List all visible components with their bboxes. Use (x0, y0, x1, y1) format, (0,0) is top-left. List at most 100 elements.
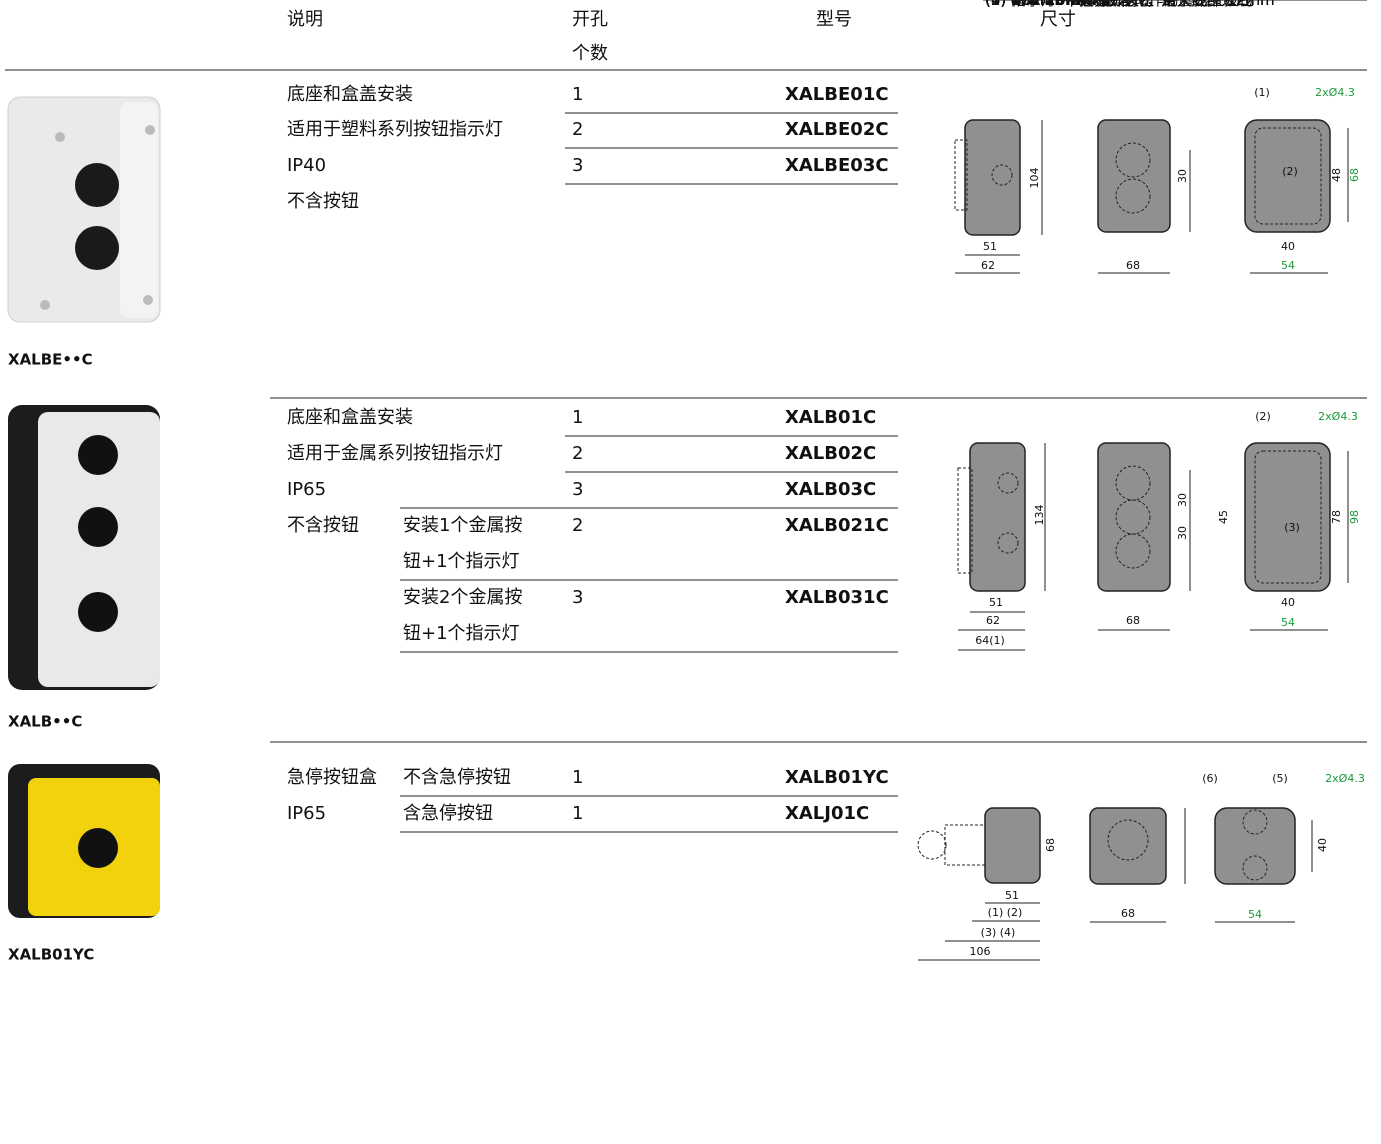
product-image (7, 96, 161, 323)
description: IP40 (287, 155, 326, 176)
note: (4) 102mm 带可触发动作的蘑菇头按钮 (985, 0, 1254, 9)
dimension-label: 68 (1348, 168, 1361, 182)
dimension-label: 51 (989, 596, 1003, 609)
note-text: 62mm 带按钮 (1011, 0, 1109, 9)
dimension-label: 62 (986, 614, 1000, 627)
model: XALB021C (785, 515, 889, 536)
dimension-label: 2xØ4.3 (1315, 86, 1355, 99)
holes: 3 (572, 155, 583, 176)
dimension-label: 54 (1281, 259, 1295, 272)
note-text: 敲落孔，用于底部进线 (1102, 0, 1252, 9)
dimension-label: 40 (1281, 240, 1295, 253)
dimension-label: (1) (1254, 86, 1270, 99)
description: 急停按钮盒 (287, 767, 377, 788)
description: 底座和盒盖安装 (287, 84, 413, 105)
dimension-label: 68 (1126, 614, 1140, 627)
holes: 1 (572, 803, 583, 824)
dimension-label: (6) (1202, 772, 1218, 785)
dimension-label: (5) (1272, 772, 1288, 785)
note: (2) 77mm 带选择开关 (985, 0, 1139, 9)
note: (1) 62mm 带按钮 (985, 0, 1109, 9)
note-text: 指示灯 (1011, 0, 1056, 9)
dimension-label: 51 (1005, 889, 1019, 902)
description: IP65 (287, 803, 326, 824)
note: (6) 2 Ø 19mm 敲落孔，用于底部进线 (985, 0, 1252, 9)
dimension-label: (1) (2) (988, 906, 1023, 919)
note-ref: (1) (985, 0, 1006, 9)
note-bold: 2 Ø 19mm (1011, 0, 1097, 9)
dimension-label: 54 (1248, 908, 1262, 921)
dimension-label: 78 (1330, 510, 1343, 524)
note-text: 敲落孔，最大线经 12mm (1102, 0, 1275, 9)
header-description: 说明 (287, 9, 323, 30)
model: XALB01C (785, 407, 876, 428)
note-ref: (1) (985, 0, 1006, 9)
note-text: 敲落孔，用于底部进线 (1102, 0, 1252, 9)
holes: 3 (572, 479, 583, 500)
model: XALB02C (785, 443, 876, 464)
description: 不含按钮 (287, 191, 359, 212)
description: 适用于塑料系列按钮指示灯 (287, 119, 503, 140)
note-ref: (1) (985, 0, 1006, 9)
note-ref: (5) (985, 0, 1006, 9)
note-text: 82mm 带蘑菇头按钮 (1011, 0, 1154, 9)
description: 不含按钮 (287, 515, 359, 536)
dimension-label: (2) (1282, 165, 1298, 178)
note-ref: (3) (985, 0, 1006, 9)
note: (2) 2 Ø 19mm 敲落孔，用于底部进线 (985, 0, 1252, 9)
holes: 2 (572, 119, 583, 140)
note-text: 敲落孔，最大线经 12mm (1102, 0, 1275, 9)
model: XALB03C (785, 479, 876, 500)
dimension-label: 134 (1033, 505, 1046, 526)
model: XALJ01C (785, 803, 869, 824)
note-bold: 2 Ø 19mm (1011, 0, 1097, 9)
note: (3) 82mm 带蘑菇头按钮 (985, 0, 1154, 9)
product-image (8, 405, 160, 690)
note-ref: (2) (985, 0, 1006, 9)
option: 不含急停按钮 (403, 767, 511, 788)
option: 安装2个金属按 (403, 587, 522, 608)
dimension-label: 2xØ4.3 (1318, 410, 1358, 423)
dimension-label: 64(1) (975, 634, 1005, 647)
note: (5) 2 Ø 20mm 敲落孔，最大线经 12mm (985, 0, 1275, 9)
dimension-label: 68 (1044, 838, 1057, 852)
holes: 1 (572, 84, 583, 105)
product-caption: XALB01YC (8, 946, 94, 964)
holes: 1 (572, 767, 583, 788)
model: XALBE03C (785, 155, 889, 176)
dimension-label: 40 (1316, 838, 1329, 852)
dimension-label: 2xØ4.3 (1325, 772, 1365, 785)
note-text: 102mm 带可触发动作的蘑菇头按钮 (1011, 0, 1254, 9)
note-text: 敲落孔，最大线经 12mm (1102, 0, 1275, 9)
dimension-label: 45 (1217, 510, 1230, 524)
description: 适用于金属系列按钮指示灯 (287, 443, 503, 464)
note-bold: 2 Ø 19mm (1011, 0, 1097, 9)
option: 含急停按钮 (403, 803, 493, 824)
description: IP65 (287, 479, 326, 500)
note-text: 77mm 带选择开关 (1011, 0, 1139, 9)
dimension-label: 48 (1330, 168, 1343, 182)
header-holes: 开孔 (572, 9, 608, 30)
dimension-label: (3) (4) (981, 926, 1016, 939)
model: XALB01YC (785, 767, 889, 788)
dimension-label: 30 (1176, 169, 1189, 183)
product-caption: XALBE••C (8, 351, 93, 369)
dimension-label: 68 (1121, 907, 1135, 920)
option: 安装1个金属按 (403, 515, 522, 536)
dimension-drawing (917, 119, 1349, 961)
model: XALB031C (785, 587, 889, 608)
note-ref: (3) (985, 0, 1006, 9)
product-caption: XALB••C (8, 713, 82, 731)
header-dimensions: 尺寸 (1040, 9, 1076, 30)
dimension-label: 62 (981, 259, 995, 272)
note-bold: 6 Ø 20mm (1011, 0, 1097, 9)
dimension-label: 30 (1176, 526, 1189, 540)
dimension-label: (2) (1255, 410, 1271, 423)
note: (1) 指示灯 (985, 0, 1056, 9)
note-ref: (2) (985, 0, 1006, 9)
dimension-label: 68 (1126, 259, 1140, 272)
note-text: 敲落孔，用于底部进线 (1102, 0, 1252, 9)
note-ref: (6) (985, 0, 1006, 9)
